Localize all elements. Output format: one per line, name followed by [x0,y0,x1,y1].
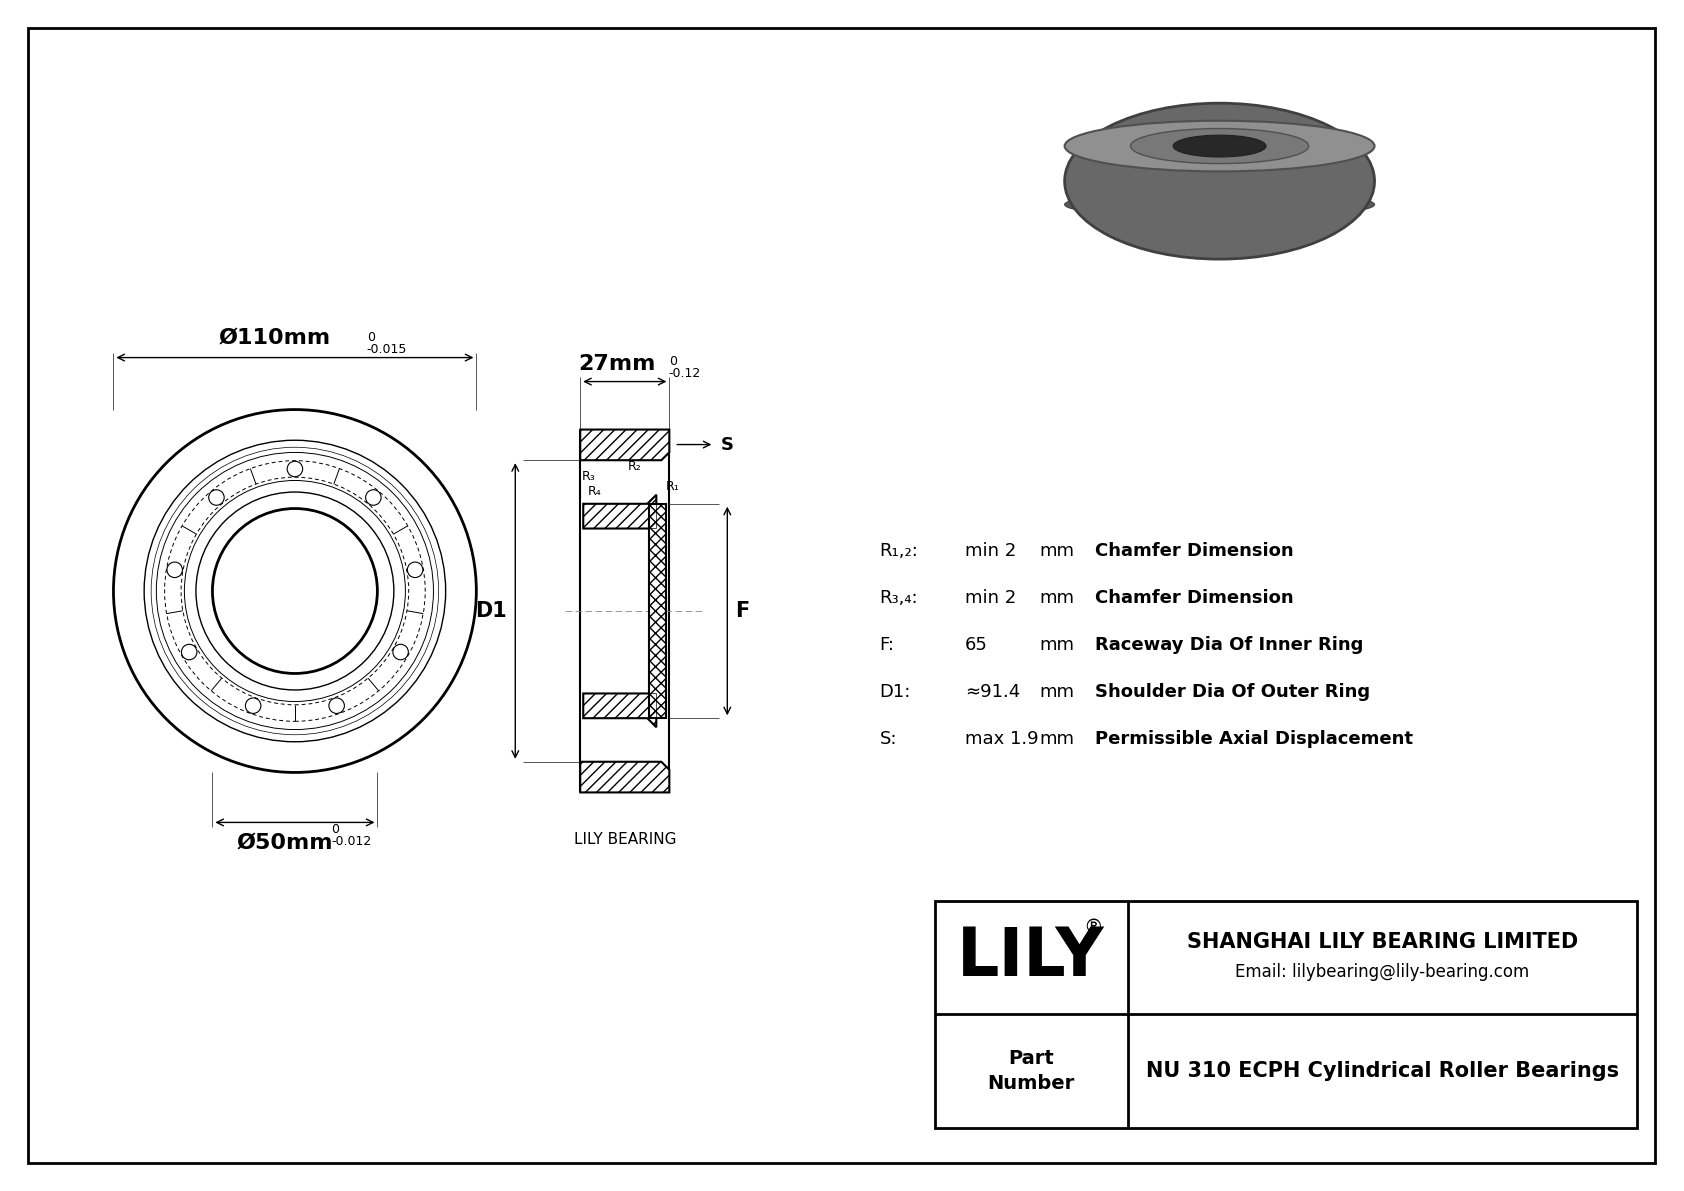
Text: 0: 0 [330,823,338,836]
Text: min 2: min 2 [965,590,1015,607]
Text: 0: 0 [669,355,677,368]
Text: mm: mm [1039,542,1074,560]
Text: S: S [721,436,733,454]
Text: 0: 0 [367,331,376,344]
Text: Email: lilybearing@lily-bearing.com: Email: lilybearing@lily-bearing.com [1236,964,1529,981]
Ellipse shape [1174,135,1266,157]
Polygon shape [650,504,667,718]
Text: R₃: R₃ [583,470,596,484]
Text: D1: D1 [475,601,507,621]
Text: Shoulder Dia Of Outer Ring: Shoulder Dia Of Outer Ring [1095,682,1369,701]
Ellipse shape [1064,104,1374,260]
Text: D1:: D1: [879,682,911,701]
Text: R₁,₂:: R₁,₂: [879,542,918,560]
Text: mm: mm [1039,590,1074,607]
Text: ®: ® [1083,918,1103,937]
Text: Part
Number: Part Number [987,1049,1074,1093]
Text: -0.015: -0.015 [367,343,408,356]
Text: Chamfer Dimension: Chamfer Dimension [1095,542,1293,560]
Polygon shape [581,762,669,792]
Text: mm: mm [1039,730,1074,748]
Text: R₄: R₄ [588,485,601,498]
Text: NU 310 ECPH Cylindrical Roller Bearings: NU 310 ECPH Cylindrical Roller Bearings [1145,1061,1618,1081]
Text: Ø50mm: Ø50mm [237,833,333,853]
Ellipse shape [1064,191,1374,218]
Text: max 1.9: max 1.9 [965,730,1039,748]
Text: -0.012: -0.012 [330,835,370,848]
Text: 65: 65 [965,636,987,654]
Text: F: F [736,601,749,621]
Text: -0.12: -0.12 [669,367,701,380]
Ellipse shape [1064,120,1374,172]
Polygon shape [583,693,657,728]
Text: Ø110mm: Ø110mm [219,328,332,348]
Text: LILY BEARING: LILY BEARING [574,833,675,848]
Polygon shape [583,494,657,529]
Text: Raceway Dia Of Inner Ring: Raceway Dia Of Inner Ring [1095,636,1362,654]
Bar [935,900,1637,1128]
Text: 27mm: 27mm [578,354,655,374]
Text: min 2: min 2 [965,542,1015,560]
Text: R₂: R₂ [628,460,642,473]
Text: LILY: LILY [957,924,1105,991]
Polygon shape [581,430,669,460]
Ellipse shape [1130,129,1308,163]
Text: R₃,₄:: R₃,₄: [879,590,918,607]
Text: F:: F: [879,636,894,654]
Text: S:: S: [879,730,898,748]
Text: Chamfer Dimension: Chamfer Dimension [1095,590,1293,607]
Text: R₁: R₁ [665,480,679,493]
Text: Permissible Axial Displacement: Permissible Axial Displacement [1095,730,1413,748]
Text: SHANGHAI LILY BEARING LIMITED: SHANGHAI LILY BEARING LIMITED [1187,933,1578,953]
Text: mm: mm [1039,636,1074,654]
Text: mm: mm [1039,682,1074,701]
Text: ≈91.4: ≈91.4 [965,682,1021,701]
